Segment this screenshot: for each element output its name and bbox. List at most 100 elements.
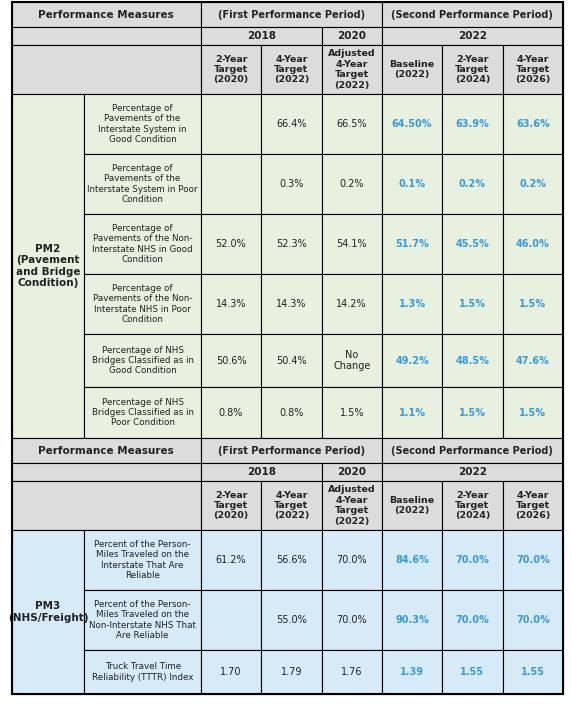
Text: 0.8%: 0.8% [279,408,304,417]
Text: 4-Year
Target
(2026): 4-Year Target (2026) [515,491,550,520]
Text: Percentage of NHS
Bridges Classified as in
Good Condition: Percentage of NHS Bridges Classified as … [92,346,194,375]
Bar [261,590,321,650]
Text: 63.9%: 63.9% [455,119,489,129]
Bar [382,94,442,154]
Bar [321,387,382,438]
Text: 2018: 2018 [247,467,276,477]
Bar [321,94,382,154]
Bar [503,94,563,154]
Bar [201,274,261,334]
Bar [11,463,201,481]
Bar [201,94,261,154]
Text: Performance Measures: Performance Measures [38,446,174,455]
Text: 2-Year
Target
(2024): 2-Year Target (2024) [455,491,490,520]
Bar [442,214,503,274]
Bar [85,530,201,590]
Text: 70.0%: 70.0% [455,615,489,625]
Text: (Second Performance Period): (Second Performance Period) [391,9,553,20]
Bar [261,274,321,334]
Bar [201,481,261,530]
Bar [261,530,321,590]
Text: Adjusted
4-Year
Target
(2022): Adjusted 4-Year Target (2022) [328,49,376,89]
Text: 2020: 2020 [337,31,366,41]
Bar [442,530,503,590]
Bar [442,94,503,154]
Bar [442,334,503,387]
Bar [201,387,261,438]
Text: Percent of the Person-
Miles Traveled on the
Non-Interstate NHS That
Are Reliabl: Percent of the Person- Miles Traveled on… [89,600,196,640]
Bar [85,274,201,334]
Bar [321,481,382,530]
Bar [261,481,321,530]
Text: 1.3%: 1.3% [399,299,426,309]
Text: Percentage of
Pavements of the Non-
Interstate NHS in Good
Condition: Percentage of Pavements of the Non- Inte… [92,224,193,264]
Bar [201,27,321,45]
Bar [321,530,382,590]
Text: 0.2%: 0.2% [459,179,486,189]
Text: 48.5%: 48.5% [455,356,490,365]
Bar [382,154,442,214]
Bar [503,45,563,94]
Bar [382,387,442,438]
Text: 2-Year
Target
(2024): 2-Year Target (2024) [455,55,490,84]
Text: 66.4%: 66.4% [276,119,307,129]
Bar [442,481,503,530]
Bar [201,590,261,650]
Text: 47.6%: 47.6% [516,356,550,365]
Bar [382,590,442,650]
Bar [11,27,201,45]
Text: 50.6%: 50.6% [216,356,247,365]
Bar [201,45,261,94]
Bar [85,94,201,154]
Text: 0.2%: 0.2% [339,179,364,189]
Bar [503,530,563,590]
Text: 1.5%: 1.5% [459,408,486,417]
Text: 4-Year
Target
(2022): 4-Year Target (2022) [273,491,309,520]
Bar [503,214,563,274]
Text: 0.1%: 0.1% [399,179,426,189]
Bar [11,2,201,27]
Bar [503,334,563,387]
Text: 1.1%: 1.1% [399,408,426,417]
Text: 51.7%: 51.7% [395,239,429,249]
Bar [442,650,503,694]
Text: 2-Year
Target
(2020): 2-Year Target (2020) [213,55,249,84]
Bar [11,438,201,463]
Bar [503,274,563,334]
Text: 50.4%: 50.4% [276,356,307,365]
Bar [261,387,321,438]
Text: 1.76: 1.76 [341,667,363,677]
Text: 63.6%: 63.6% [516,119,550,129]
Bar [503,650,563,694]
Bar [321,334,382,387]
Text: 1.5%: 1.5% [459,299,486,309]
Text: PM3
(NHS/Freight): PM3 (NHS/Freight) [8,601,88,623]
Text: 61.2%: 61.2% [216,555,247,565]
Bar [201,530,261,590]
Bar [503,590,563,650]
Text: 70.0%: 70.0% [455,555,489,565]
Text: 2022: 2022 [458,467,487,477]
Bar [261,94,321,154]
Text: 56.6%: 56.6% [276,555,307,565]
Text: (Second Performance Period): (Second Performance Period) [391,446,553,455]
Text: 1.79: 1.79 [281,667,302,677]
Bar [11,481,201,530]
Bar [382,463,563,481]
Bar [85,590,201,650]
Text: 1.55: 1.55 [460,667,484,677]
Bar [382,481,442,530]
Text: Percent of the Person-
Miles Traveled on the
Interstate That Are
Reliable: Percent of the Person- Miles Traveled on… [94,540,191,580]
Text: 0.2%: 0.2% [519,179,546,189]
Text: 55.0%: 55.0% [276,615,307,625]
Text: Baseline
(2022): Baseline (2022) [390,496,435,515]
Text: Percentage of
Pavements of the Non-
Interstate NHS in Poor
Condition: Percentage of Pavements of the Non- Inte… [93,284,192,324]
Text: Percentage of NHS
Bridges Classified as in
Poor Condition: Percentage of NHS Bridges Classified as … [92,398,194,427]
Bar [11,530,85,694]
Bar [382,274,442,334]
Text: 64.50%: 64.50% [392,119,432,129]
Bar [261,650,321,694]
Bar [85,154,201,214]
Text: 4-Year
Target
(2022): 4-Year Target (2022) [273,55,309,84]
Text: 2022: 2022 [458,31,487,41]
